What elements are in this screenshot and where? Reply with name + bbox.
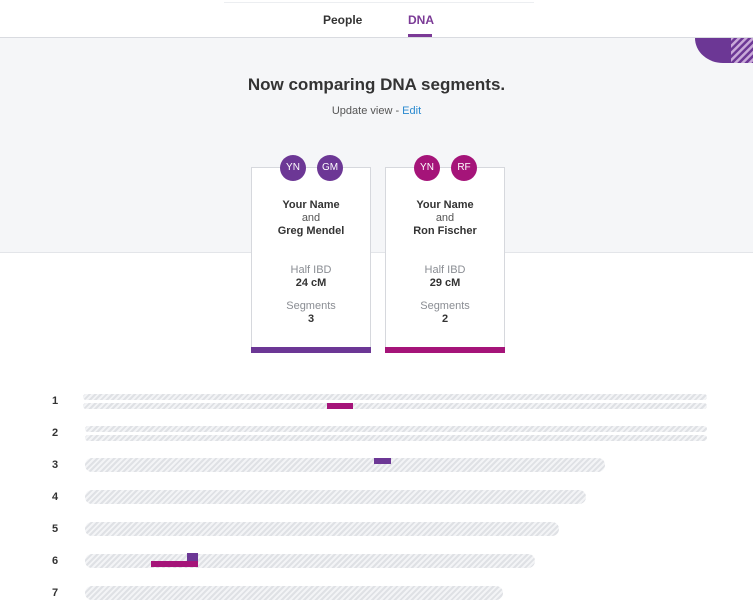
chromosome-bar-copy-1[interactable]	[85, 426, 707, 432]
comparison-header-panel	[0, 38, 753, 253]
segments-value: 2	[441, 313, 449, 325]
chromosome-number: 5	[52, 523, 59, 535]
tab-bar-divider	[224, 2, 534, 3]
edit-link[interactable]: Edit	[402, 105, 422, 117]
card-name-b: Greg Mendel	[277, 225, 345, 237]
half-ibd-value: 24 cM	[295, 277, 327, 289]
chromosome-bar[interactable]	[85, 490, 586, 504]
half-ibd-label: Half IBD	[290, 264, 332, 276]
card-joiner: and	[301, 212, 321, 224]
half-ibd-label: Half IBD	[424, 264, 466, 276]
avatar-your-name: YN	[414, 155, 440, 181]
chromosome-number: 2	[52, 427, 59, 439]
segments-value: 3	[307, 313, 315, 325]
comparison-card-ron-fischer[interactable]: YN RF Your Name and Ron Fischer Half IBD…	[385, 155, 505, 353]
card-names: Your Name and Ron Fischer	[386, 199, 504, 238]
chromosome-number: 4	[52, 491, 59, 503]
card-name-b: Ron Fischer	[413, 225, 477, 237]
shared-segment[interactable]	[187, 553, 198, 561]
avatar-ron-fischer: RF	[451, 155, 477, 181]
chromosome-number: 7	[52, 587, 59, 599]
shared-segment[interactable]	[151, 561, 198, 567]
card-name-a: Your Name	[416, 199, 474, 211]
update-view-label: Update view -	[331, 105, 403, 117]
half-ibd-value: 29 cM	[429, 277, 461, 289]
chromosome-bar[interactable]	[85, 458, 605, 472]
chromosome-number: 1	[52, 395, 59, 407]
segments-label: Segments	[286, 300, 336, 312]
chromosome-bar-copy-2[interactable]	[83, 403, 707, 409]
corner-decoration-icon	[695, 38, 753, 63]
chromosome-bar[interactable]	[85, 586, 503, 600]
card-name-a: Your Name	[282, 199, 340, 211]
tab-dna[interactable]: DNA	[408, 13, 434, 27]
shared-segment[interactable]	[327, 403, 353, 409]
chromosome-number: 3	[52, 459, 59, 471]
tab-active-indicator	[408, 34, 432, 37]
avatar-your-name: YN	[280, 155, 306, 181]
page-title: Now comparing DNA segments.	[247, 75, 506, 94]
segments-label: Segments	[420, 300, 470, 312]
avatar-greg-mendel: GM	[317, 155, 343, 181]
tab-bar: People DNA	[0, 0, 753, 38]
card-color-bar	[251, 347, 371, 353]
tab-people[interactable]: People	[323, 13, 363, 27]
card-color-bar	[385, 347, 505, 353]
chromosome-bar-copy-2[interactable]	[85, 435, 707, 441]
shared-segment[interactable]	[374, 458, 391, 464]
chromosome-bar[interactable]	[85, 522, 559, 536]
chromosome-bar-copy-1[interactable]	[83, 394, 707, 400]
card-names: Your Name and Greg Mendel	[252, 199, 370, 238]
update-view-line: Update view - Edit	[0, 105, 753, 117]
comparison-card-greg-mendel[interactable]: YN GM Your Name and Greg Mendel Half IBD…	[251, 155, 371, 353]
card-joiner: and	[435, 212, 455, 224]
chromosome-number: 6	[52, 555, 59, 567]
